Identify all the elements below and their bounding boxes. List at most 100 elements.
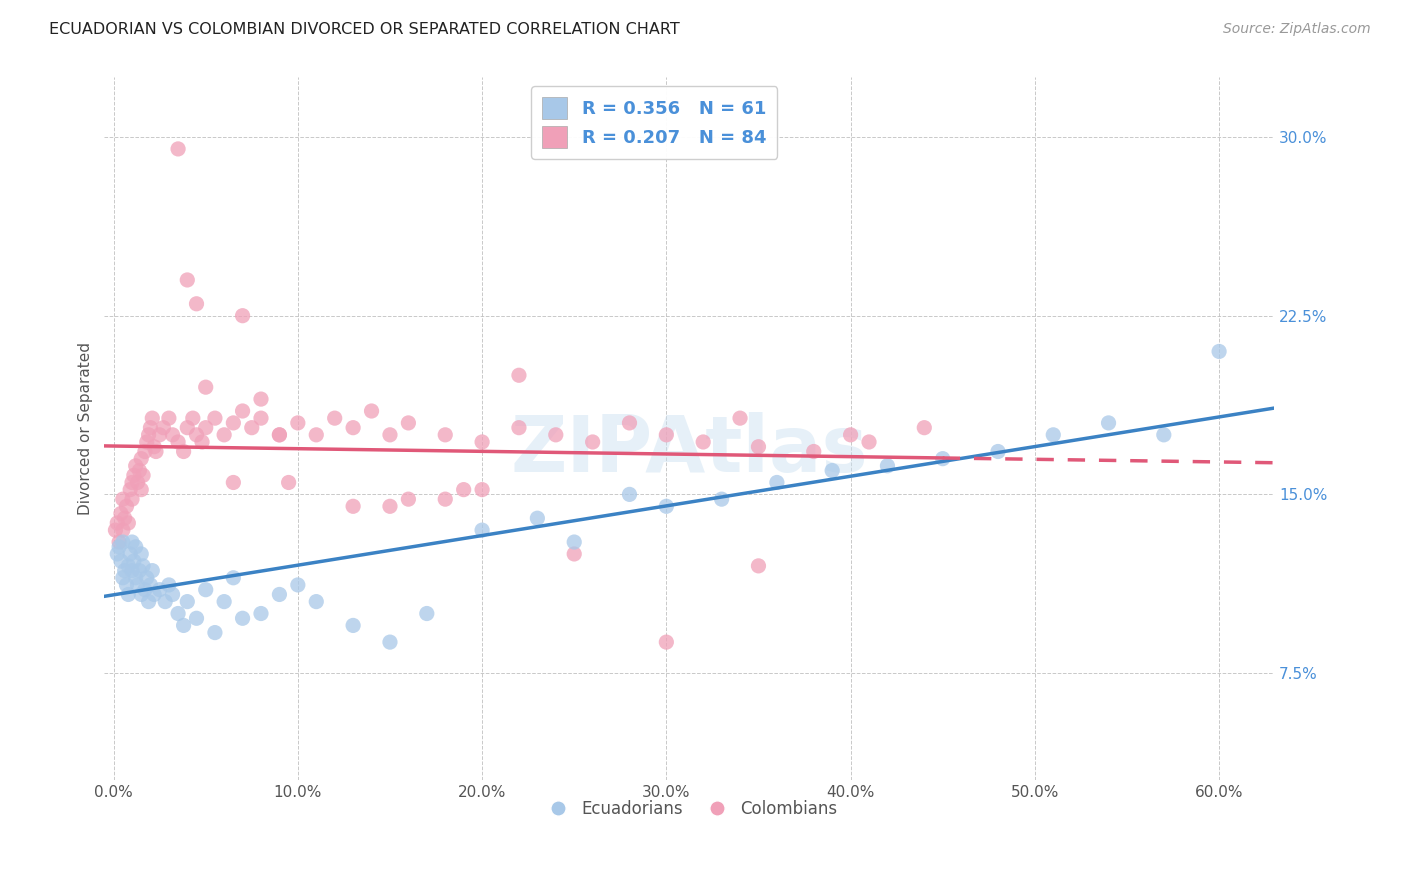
Point xyxy=(212,594,235,608)
Point xyxy=(135,434,157,449)
Point xyxy=(378,427,401,442)
Point xyxy=(766,475,789,490)
Point xyxy=(1153,427,1175,442)
Point xyxy=(747,558,769,573)
Point xyxy=(987,444,1010,458)
Point xyxy=(132,558,155,573)
Point xyxy=(117,558,139,573)
Point xyxy=(125,458,148,473)
Point xyxy=(162,587,184,601)
Point xyxy=(250,607,273,621)
Text: ZIPAtlas: ZIPAtlas xyxy=(510,412,868,488)
Point xyxy=(111,535,134,549)
Point xyxy=(194,582,217,597)
Point xyxy=(619,487,641,501)
Point xyxy=(342,500,364,514)
Point xyxy=(167,607,190,621)
Point xyxy=(803,444,825,458)
Point xyxy=(526,511,548,525)
Point xyxy=(121,475,143,490)
Point xyxy=(149,582,172,597)
Point xyxy=(143,587,166,601)
Point xyxy=(176,594,198,608)
Text: ECUADORIAN VS COLOMBIAN DIVORCED OR SEPARATED CORRELATION CHART: ECUADORIAN VS COLOMBIAN DIVORCED OR SEPA… xyxy=(49,22,681,37)
Point xyxy=(127,475,149,490)
Point xyxy=(508,368,530,383)
Point xyxy=(434,427,457,442)
Point xyxy=(153,594,176,608)
Point xyxy=(191,434,214,449)
Point xyxy=(114,511,136,525)
Point xyxy=(181,411,204,425)
Point xyxy=(471,434,494,449)
Point xyxy=(143,440,166,454)
Point xyxy=(1097,416,1119,430)
Point xyxy=(115,500,138,514)
Point xyxy=(396,492,419,507)
Point xyxy=(121,535,143,549)
Point xyxy=(186,427,208,442)
Point xyxy=(176,273,198,287)
Point xyxy=(471,483,494,497)
Point xyxy=(562,547,585,561)
Point xyxy=(176,420,198,434)
Point xyxy=(655,635,678,649)
Point xyxy=(204,411,226,425)
Point xyxy=(619,416,641,430)
Point xyxy=(129,547,152,561)
Point xyxy=(269,587,291,601)
Point xyxy=(111,523,134,537)
Point xyxy=(287,578,309,592)
Point xyxy=(111,571,134,585)
Point xyxy=(111,492,134,507)
Point xyxy=(128,564,150,578)
Point xyxy=(134,444,156,458)
Point xyxy=(120,547,142,561)
Point xyxy=(434,492,457,507)
Point xyxy=(269,427,291,442)
Point xyxy=(471,523,494,537)
Point xyxy=(562,535,585,549)
Point xyxy=(582,434,605,449)
Point xyxy=(250,411,273,425)
Point xyxy=(1042,427,1064,442)
Point xyxy=(212,427,235,442)
Point xyxy=(167,142,190,156)
Point xyxy=(139,578,162,592)
Point xyxy=(145,444,167,458)
Point xyxy=(121,492,143,507)
Point xyxy=(747,440,769,454)
Point xyxy=(138,427,160,442)
Point xyxy=(222,571,245,585)
Point xyxy=(839,427,862,442)
Point xyxy=(141,564,163,578)
Point xyxy=(194,420,217,434)
Point xyxy=(139,420,162,434)
Point xyxy=(129,451,152,466)
Point xyxy=(194,380,217,394)
Point xyxy=(173,618,195,632)
Point xyxy=(416,607,439,621)
Point xyxy=(104,523,127,537)
Point xyxy=(108,535,131,549)
Point xyxy=(129,587,152,601)
Point xyxy=(110,554,132,568)
Point xyxy=(162,427,184,442)
Point xyxy=(120,483,142,497)
Point xyxy=(222,475,245,490)
Point xyxy=(342,618,364,632)
Point xyxy=(378,635,401,649)
Point xyxy=(129,483,152,497)
Point xyxy=(152,420,174,434)
Point xyxy=(167,434,190,449)
Point xyxy=(876,458,898,473)
Point xyxy=(396,416,419,430)
Point xyxy=(186,297,208,311)
Point xyxy=(1208,344,1230,359)
Point xyxy=(204,625,226,640)
Point xyxy=(232,611,254,625)
Point xyxy=(232,404,254,418)
Point xyxy=(323,411,346,425)
Point xyxy=(821,464,844,478)
Point xyxy=(105,516,128,530)
